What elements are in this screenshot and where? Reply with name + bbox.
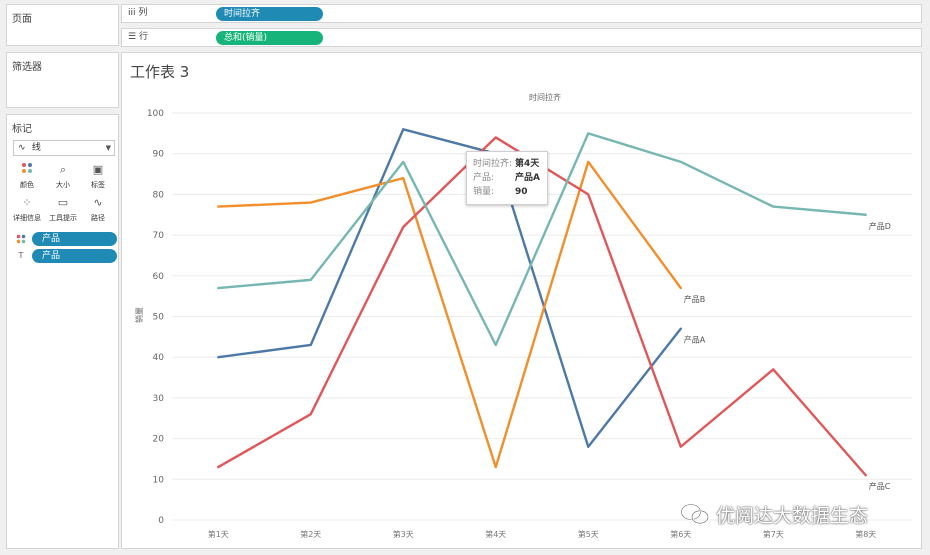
rows-pill[interactable]: 总和(销量)	[216, 31, 323, 45]
rows-shelf[interactable]: ☰ 行 总和(销量)	[121, 28, 922, 47]
tooltip-value: 产品A	[515, 173, 540, 183]
series-line[interactable]	[217, 128, 682, 448]
series-end-label: 产品D	[869, 221, 891, 231]
series-line[interactable]	[217, 160, 682, 469]
rows-icon: ☰	[128, 32, 139, 42]
worksheet: 工作表 3 时间拉齐 销量 0 10 20 30 40 50 60 70 80 90 100 第1天…	[121, 52, 922, 549]
tooltip-row: 产品: 产品A	[473, 171, 541, 185]
tooltip-key: 销量:	[473, 187, 495, 197]
wechat-icon	[680, 503, 709, 525]
watermark: 优阅达大数据生态	[680, 500, 910, 530]
y-tick-label: 0	[158, 516, 164, 526]
x-tick-label: 第6天	[670, 529, 691, 539]
detail-label: 详细信息	[13, 214, 41, 222]
columns-shelf[interactable]: iii 列 时间拉齐	[121, 4, 922, 23]
pages-panel: 页面	[6, 4, 119, 46]
series-end-label: 产品B	[684, 294, 706, 304]
chevron-down-icon: ▼	[105, 144, 111, 152]
pages-title: 页面	[12, 14, 32, 25]
tooltip-row: 时间拉齐: 第4天	[473, 157, 541, 171]
size-button[interactable]: ⌕ 大小	[48, 162, 78, 193]
columns-pill[interactable]: 时间拉齐	[216, 7, 323, 21]
tooltip-row: 销量: 90	[473, 185, 541, 199]
y-tick-label: 60	[153, 272, 165, 282]
tooltip-value: 90	[515, 187, 528, 197]
tooltip-label: 工具提示	[49, 214, 77, 222]
marks-panel: 标记 ∿ 线 ▼ 颜色 ⌕ 大小 ▣ 标签 ⁘ 详细信息 ▭ 工具提示 ∿ 路径…	[6, 114, 119, 549]
label-pill-row: T 产品	[13, 249, 117, 263]
color-pill-row: 产品	[13, 232, 117, 246]
size-label: 大小	[56, 181, 70, 189]
column-header-label: 时间拉齐	[529, 92, 561, 102]
y-tick-label: 50	[153, 313, 165, 323]
y-axis-label: 销量	[134, 307, 144, 323]
y-tick-label: 80	[153, 190, 165, 200]
series-end-label: 产品A	[684, 335, 706, 345]
detail-button[interactable]: ⁘ 详细信息	[12, 195, 42, 226]
y-tick-label: 90	[153, 150, 165, 160]
filters-title: 筛选器	[12, 62, 42, 73]
label-label: 标签	[91, 181, 105, 189]
series-line[interactable]	[217, 132, 867, 347]
path-label: 路径	[91, 214, 105, 222]
y-tick-label: 30	[153, 394, 165, 404]
line-chart-icon: ∿	[18, 143, 26, 153]
y-tick-label: 40	[153, 353, 165, 363]
label-field-pill[interactable]: 产品	[32, 249, 117, 263]
watermark-text: 优阅达大数据生态	[716, 505, 869, 527]
sheet-title: 工作表 3	[130, 63, 190, 81]
color-dots-icon	[12, 162, 42, 178]
tooltip-icon: ▭	[57, 196, 69, 209]
y-tick-label: 70	[153, 231, 165, 241]
tooltip-button[interactable]: ▭ 工具提示	[48, 195, 78, 226]
x-tick-label: 第5天	[578, 529, 599, 539]
tooltip: 时间拉齐: 第4天 产品: 产品A 销量: 90	[466, 151, 548, 205]
series-end-label: 产品C	[869, 481, 891, 491]
size-icon: ⌕	[59, 163, 67, 176]
color-dots-icon	[16, 234, 26, 244]
columns-icon: iii	[128, 8, 139, 18]
detail-icon: ⁘	[22, 196, 32, 209]
marks-title: 标记	[12, 124, 32, 135]
x-tick-label: 第3天	[393, 529, 414, 539]
rows-shelf-label: ☰ 行	[128, 32, 148, 42]
filters-panel[interactable]: 筛选器	[6, 52, 119, 108]
label-icon: ▣	[92, 163, 104, 176]
tooltip-key: 时间拉齐:	[473, 159, 513, 169]
x-tick-label: 第7天	[763, 529, 784, 539]
tooltip-value: 第4天	[515, 159, 540, 169]
y-tick-label: 10	[153, 475, 165, 485]
color-label: 颜色	[20, 181, 34, 189]
path-icon: ∿	[93, 196, 103, 209]
label-icon: T	[18, 251, 24, 260]
path-button[interactable]: ∿ 路径	[83, 195, 113, 226]
color-field-pill[interactable]: 产品	[32, 232, 117, 246]
tooltip-key: 产品:	[473, 173, 495, 183]
x-tick-label: 第2天	[300, 529, 321, 539]
mark-type-dropdown[interactable]: ∿ 线 ▼	[13, 140, 115, 156]
label-button[interactable]: ▣ 标签	[83, 162, 113, 193]
y-tick-label: 100	[147, 109, 164, 119]
x-tick-label: 第4天	[485, 529, 506, 539]
columns-shelf-label: iii 列	[128, 8, 148, 18]
x-tick-label: 第1天	[208, 529, 229, 539]
y-tick-label: 20	[153, 435, 165, 445]
mark-type-value: 线	[31, 143, 41, 153]
line-chart[interactable]: 时间拉齐 销量 0 10 20 30 40 50 60 70 80 90 100 第1天 第2天 第3天…	[122, 53, 923, 550]
x-tick-label: 第8天	[855, 529, 876, 539]
color-button[interactable]: 颜色	[12, 162, 42, 193]
